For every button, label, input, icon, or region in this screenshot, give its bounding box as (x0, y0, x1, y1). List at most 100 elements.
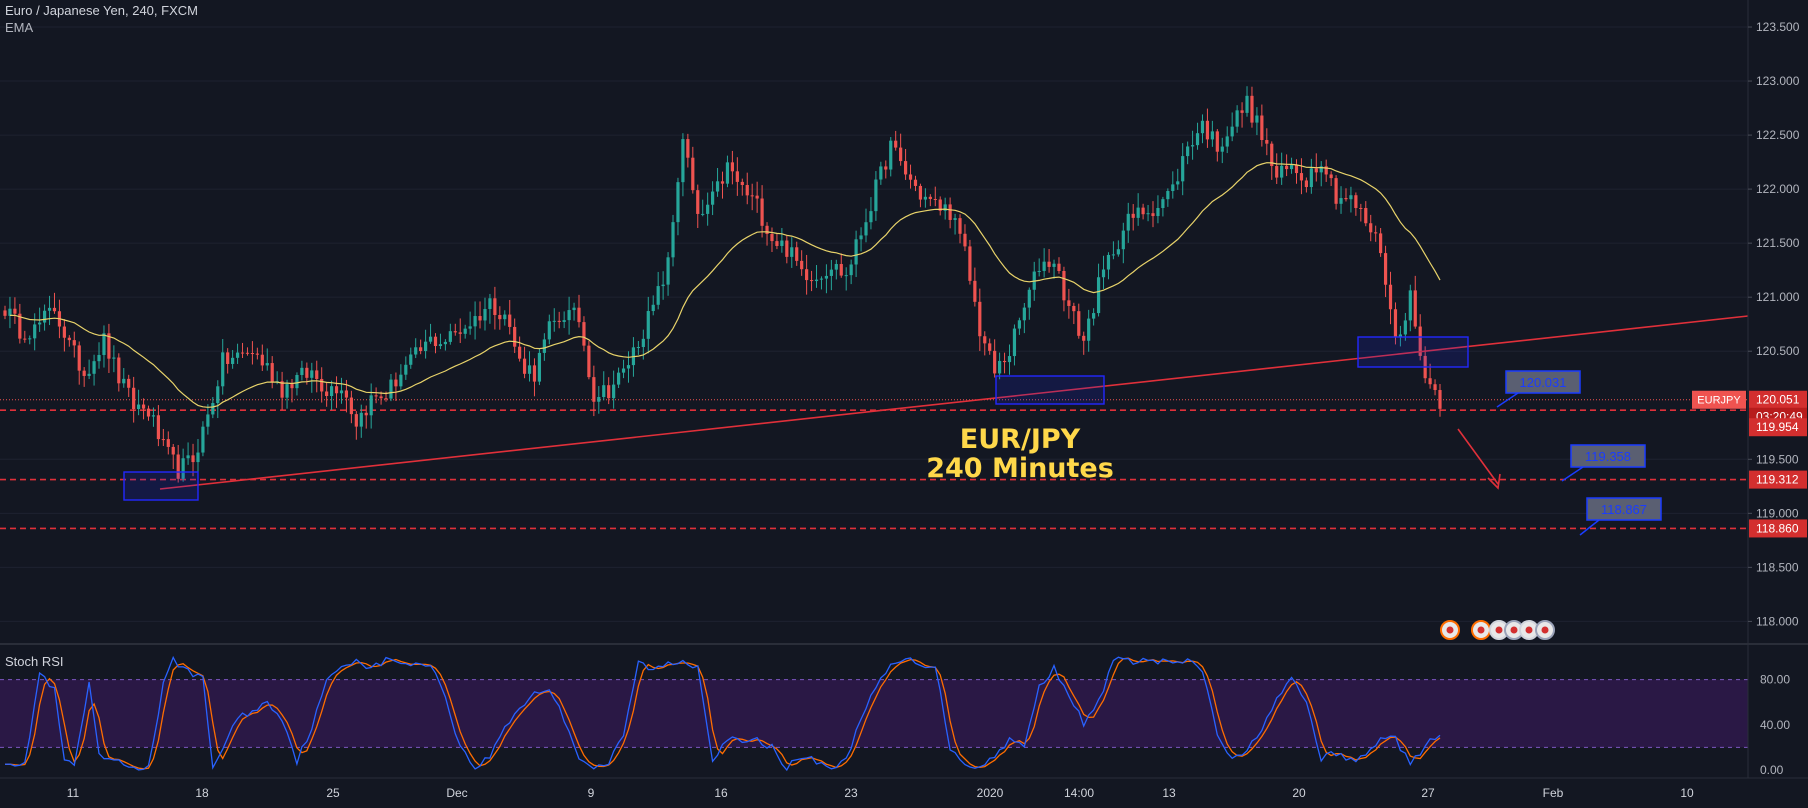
candle (1260, 104, 1264, 147)
candle-body (137, 404, 141, 410)
candle-body (993, 350, 997, 374)
candle (701, 199, 705, 217)
candle (958, 214, 962, 244)
candle-body (102, 333, 106, 355)
candle-body (1309, 168, 1313, 188)
candle-body (87, 373, 91, 376)
candle-body (384, 398, 388, 400)
candle-body (567, 310, 571, 321)
price-tick-label: 123.500 (1756, 20, 1800, 34)
candle (1270, 141, 1274, 180)
candle (1210, 120, 1214, 147)
candle (1022, 302, 1026, 334)
candle-body (77, 345, 81, 371)
candle-body (879, 166, 883, 180)
price-tick-label: 119.500 (1756, 452, 1799, 466)
candle (488, 293, 492, 324)
candle-body (463, 328, 467, 334)
candle-body (300, 367, 304, 375)
candle (231, 350, 235, 369)
candle-body (612, 384, 616, 399)
candle-body (874, 179, 878, 212)
candle (92, 354, 96, 386)
symbol-title[interactable]: Euro / Japanese Yen, 240, FXCM (5, 3, 198, 18)
candle (1171, 171, 1175, 199)
candle-body (1289, 165, 1294, 170)
price-tick-label: 122.500 (1756, 128, 1800, 142)
candle (42, 304, 47, 331)
candle-body (1042, 261, 1046, 271)
candle-body (305, 367, 309, 378)
candle (1334, 175, 1338, 210)
candle (1413, 275, 1417, 329)
candle-body (958, 218, 962, 234)
candle (1017, 317, 1021, 335)
candle-body (701, 213, 705, 215)
price-tag-box (1749, 519, 1807, 538)
candle-body (780, 240, 784, 246)
indicator-name[interactable]: EMA (5, 20, 34, 35)
candle (52, 292, 57, 314)
candle-body (186, 455, 190, 459)
candle (894, 130, 898, 151)
candle-body (394, 379, 398, 387)
candle-body (1101, 269, 1106, 278)
candle-body (661, 284, 665, 287)
candle (889, 137, 893, 177)
candle (547, 314, 551, 345)
candle-body (478, 316, 482, 321)
candle (790, 237, 794, 268)
candle-body (216, 386, 220, 404)
candle (918, 183, 923, 208)
candle (696, 184, 700, 229)
candle (468, 311, 472, 335)
candle-body (1077, 311, 1081, 336)
candle-body (221, 352, 225, 387)
candle (884, 160, 888, 179)
candle (1349, 186, 1353, 213)
candle-body (745, 184, 749, 196)
candle (255, 347, 259, 360)
time-tick-label: 9 (588, 786, 595, 800)
stoch-tick-label: 0.00 (1760, 763, 1784, 777)
candle (923, 188, 927, 208)
candle-body (532, 365, 537, 382)
candle (285, 379, 289, 409)
candle-body (424, 341, 428, 352)
candle-body (666, 257, 670, 285)
candle (156, 405, 160, 447)
candle-body (928, 196, 932, 199)
candle-body (28, 338, 32, 340)
candle-body (1275, 166, 1279, 178)
candle-body (785, 240, 789, 257)
stoch-rsi-title[interactable]: Stoch RSI (5, 654, 64, 669)
candle (800, 250, 804, 276)
event-marker-dot (1525, 626, 1533, 634)
candle-body (67, 337, 71, 341)
candle (458, 318, 462, 344)
stoch-rsi-pane[interactable] (0, 655, 1748, 772)
candle (1151, 201, 1155, 228)
candle-body (513, 326, 517, 347)
candle (122, 368, 126, 388)
candle-body (503, 314, 507, 320)
candle (597, 386, 601, 414)
candle (1230, 112, 1234, 142)
candlestick-series[interactable] (3, 86, 1442, 483)
candle-body (562, 320, 566, 322)
candle (1379, 228, 1383, 257)
candle (661, 271, 665, 300)
candle-body (1255, 115, 1259, 123)
candle-body (433, 336, 438, 347)
candle (1176, 168, 1180, 190)
candle-body (770, 233, 774, 242)
time-tick-label: 20 (1292, 786, 1306, 800)
candle (953, 213, 957, 235)
candle (993, 339, 997, 378)
candle (998, 352, 1002, 380)
stoch-tick-label: 80.00 (1760, 673, 1790, 687)
candle-body (790, 247, 794, 257)
forecast-arrow-head (1487, 473, 1501, 490)
candle (621, 359, 626, 379)
